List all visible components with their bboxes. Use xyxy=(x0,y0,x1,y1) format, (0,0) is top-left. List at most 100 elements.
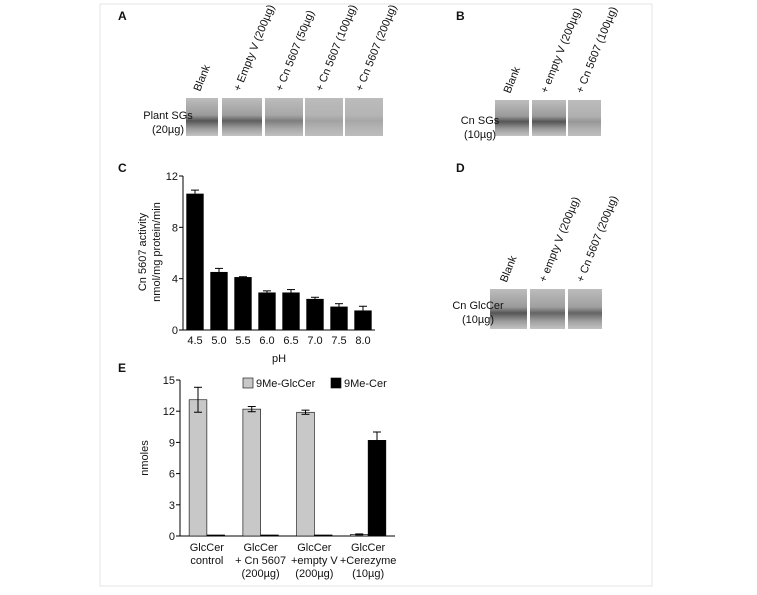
legend-swatch xyxy=(242,377,254,389)
x-tick-label: 6.0 xyxy=(259,335,274,347)
lane-label: Blank xyxy=(192,63,214,93)
gel-band xyxy=(345,98,383,136)
y-tick-label: 0 xyxy=(172,325,178,337)
lane-label: + Cn 5607 (200µg) xyxy=(354,3,400,93)
error-bar xyxy=(372,431,381,450)
error-bar xyxy=(301,409,310,415)
y-tick-label: 15 xyxy=(163,375,175,387)
frame xyxy=(99,3,653,587)
x-tick-label: 7.0 xyxy=(307,335,322,347)
lane-label: + Cn 5607 (100µg) xyxy=(314,3,360,93)
legend-label: 9Me-GlcCer xyxy=(256,378,316,390)
x-axis-label: pH xyxy=(272,353,286,365)
y-tick-label: 6 xyxy=(169,469,175,481)
lane-label: + Cn 5607 (200µg) xyxy=(575,194,621,284)
legend-swatch xyxy=(330,377,342,389)
lane-label: + Cn 5607 (100µg) xyxy=(574,5,620,95)
error-bar xyxy=(263,290,271,296)
x-tick-label: 5.0 xyxy=(211,335,226,347)
x-tick-label-line: GlcCer xyxy=(190,542,225,554)
y-tick-label: 8 xyxy=(172,222,178,234)
x-tick-label-line: + Cn 5607 xyxy=(235,555,286,567)
y-tick-label: 3 xyxy=(169,500,175,512)
gel-band xyxy=(568,289,602,329)
x-tick-label: GlcCer + Cn 5607 (200µg) xyxy=(235,542,286,580)
x-tick-label: 8.0 xyxy=(355,335,370,347)
row-label: Cn GlcCer xyxy=(452,300,504,312)
x-tick-label: GlcCer control xyxy=(190,542,225,567)
bar xyxy=(210,271,228,331)
y-tick-label: 4 xyxy=(172,274,178,286)
gel-band xyxy=(568,100,601,136)
error-bar xyxy=(355,533,364,536)
row-label: (10µg) xyxy=(464,129,496,141)
y-axis-label: nmoles xyxy=(139,440,151,476)
error-bar xyxy=(359,305,367,316)
error-bar xyxy=(287,289,295,297)
bar xyxy=(186,193,204,331)
panel-letter: E xyxy=(118,361,126,375)
bar xyxy=(206,534,225,537)
error-bar xyxy=(191,189,199,199)
x-tick-label-line: GlcCer xyxy=(297,542,332,554)
error-bar xyxy=(239,276,247,279)
error-bar xyxy=(335,303,343,311)
gel-band xyxy=(305,98,343,136)
x-tick-label: GlcCer +empty V (200µg) xyxy=(291,542,338,580)
y-tick-label: 9 xyxy=(169,437,175,449)
panel-letter: D xyxy=(456,161,465,175)
x-tick-label: 5.5 xyxy=(235,335,250,347)
bar xyxy=(367,440,387,537)
lane-label: Blank xyxy=(498,254,520,284)
panel-letter: C xyxy=(118,161,127,175)
lane-label: + Cn 5607 (50µg) xyxy=(274,9,317,93)
bar xyxy=(260,534,279,537)
bar xyxy=(296,411,315,537)
lane-label: Blank xyxy=(502,65,524,95)
gel-band xyxy=(490,289,527,329)
gel-band xyxy=(222,98,262,136)
error-bar xyxy=(215,267,223,277)
y-tick-label: 12 xyxy=(166,171,178,183)
x-tick-label-line: GlcCer xyxy=(351,542,386,554)
lane-label: + Empty V (200µg) xyxy=(232,3,278,93)
y-axis-label: Cn 5607 activity xyxy=(137,212,149,291)
bar xyxy=(306,298,324,331)
x-tick-label-line: (10µg) xyxy=(352,568,384,580)
row-label: Cn SGs xyxy=(461,115,500,127)
panel-letter: B xyxy=(456,9,465,23)
x-tick-label-line: (200µg) xyxy=(242,568,280,580)
gel-band xyxy=(532,100,566,136)
gel-band xyxy=(495,100,529,136)
gel-band xyxy=(265,98,303,136)
y-tick-label: 12 xyxy=(163,406,175,418)
x-tick-label-line: GlcCer xyxy=(244,542,279,554)
row-label: (20µg) xyxy=(152,124,184,136)
bar xyxy=(234,277,252,331)
x-tick-label-line: +Cerezyme xyxy=(340,555,397,567)
x-tick-label: 6.5 xyxy=(283,335,298,347)
error-bar xyxy=(247,406,256,413)
row-label: Plant SGs xyxy=(143,110,193,122)
x-tick-label-line: +empty V xyxy=(291,555,338,567)
bar xyxy=(258,292,276,331)
bar xyxy=(242,408,261,537)
lane-label: + empty V (200µg) xyxy=(537,195,582,284)
bar xyxy=(282,292,300,331)
panel-letter: A xyxy=(118,9,127,23)
y-axis-label: nmol/mg protein/min xyxy=(151,202,163,302)
x-tick-label: 4.5 xyxy=(187,335,202,347)
gel-band xyxy=(530,289,565,329)
bar xyxy=(314,534,333,537)
x-tick-label-line: (200µg) xyxy=(295,568,333,580)
x-tick-label: 7.5 xyxy=(331,335,346,347)
y-tick-label: 0 xyxy=(169,531,175,543)
gel-band xyxy=(186,98,218,136)
legend-label: 9Me-Cer xyxy=(344,378,387,390)
x-tick-label: GlcCer +Cerezyme (10µg) xyxy=(340,542,397,580)
error-bar xyxy=(194,386,203,413)
error-bar xyxy=(311,296,319,302)
row-label: (10µg) xyxy=(462,314,494,326)
bar xyxy=(188,399,208,537)
